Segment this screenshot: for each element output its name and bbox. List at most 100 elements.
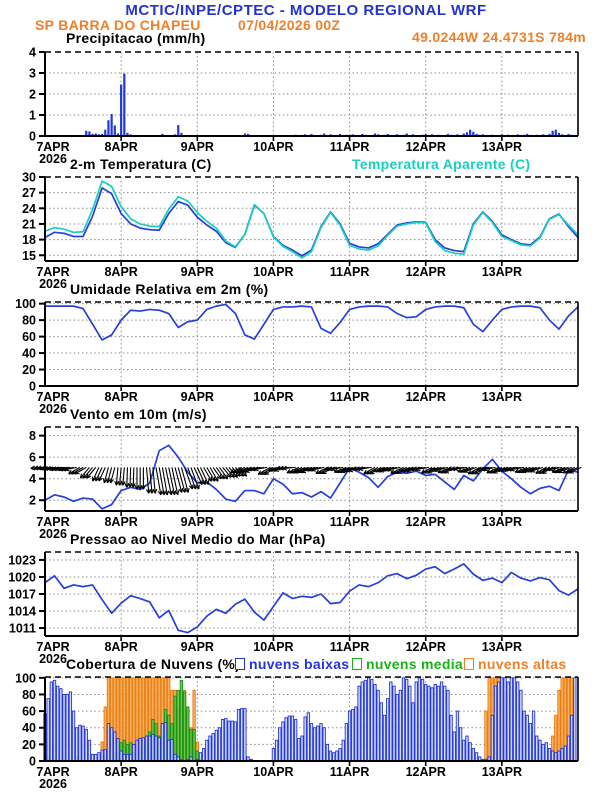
svg-text:11APR: 11APR [330, 265, 370, 279]
svg-text:80: 80 [22, 314, 36, 328]
svg-text:8APR: 8APR [104, 265, 137, 279]
svg-text:9APR: 9APR [181, 515, 214, 529]
svg-text:13APR: 13APR [482, 265, 522, 279]
svg-text:2026: 2026 [39, 277, 67, 291]
svg-text:12APR: 12APR [406, 515, 446, 529]
svg-text:8APR: 8APR [104, 515, 137, 529]
svg-text:9APR: 9APR [181, 640, 214, 654]
station-name: SP BARRA DO CHAPEU [35, 17, 201, 33]
svg-text:2026: 2026 [39, 527, 67, 541]
svg-text:1014: 1014 [8, 605, 36, 619]
legend-swatch-nuvens-medias-icon [352, 658, 362, 670]
legend-nuvens-baixas: nuvens baixas [235, 656, 349, 672]
svg-text:15: 15 [22, 249, 36, 263]
svg-text:12APR: 12APR [406, 765, 446, 779]
svg-text:8: 8 [29, 429, 36, 443]
svg-text:60: 60 [22, 705, 36, 719]
svg-text:9APR: 9APR [181, 265, 214, 279]
legend-swatch-nuvens-altas-icon [464, 658, 474, 670]
svg-text:1023: 1023 [8, 553, 36, 567]
legend-nuvens-altas: nuvens altas [464, 656, 566, 672]
legend-label-nuvens-altas: nuvens altas [478, 656, 567, 672]
panel-title-temperatura: 2-m Temperatura (C) [70, 156, 212, 172]
svg-text:10APR: 10APR [253, 140, 293, 154]
svg-text:0: 0 [29, 130, 36, 144]
svg-text:20: 20 [22, 738, 36, 752]
panel-title-nuvens: Cobertura de Nuvens (%) [66, 656, 241, 672]
svg-text:24: 24 [22, 202, 36, 216]
model-title: MCTIC/INPE/CPTEC - MODELO REGIONAL WRF [125, 2, 487, 19]
legend-label-nuvens-baixas: nuvens baixas [249, 656, 350, 672]
svg-text:11APR: 11APR [330, 765, 370, 779]
svg-text:13APR: 13APR [482, 640, 522, 654]
svg-text:10APR: 10APR [253, 640, 293, 654]
panel-title-umidade: Umidade Relativa em 2m (%) [70, 281, 269, 297]
svg-text:8APR: 8APR [104, 390, 137, 404]
svg-text:13APR: 13APR [482, 515, 522, 529]
svg-text:7APR: 7APR [36, 515, 69, 529]
svg-text:6: 6 [29, 451, 36, 465]
svg-text:1: 1 [29, 109, 36, 123]
svg-text:10APR: 10APR [253, 390, 293, 404]
svg-text:100: 100 [15, 297, 36, 311]
svg-text:2026: 2026 [39, 652, 67, 666]
run-datetime: 07/04/2026 00Z [238, 17, 341, 33]
svg-text:21: 21 [22, 217, 36, 231]
svg-text:0: 0 [29, 380, 36, 394]
svg-text:18: 18 [22, 233, 36, 247]
svg-text:7APR: 7APR [36, 140, 69, 154]
svg-text:7APR: 7APR [36, 765, 69, 779]
svg-text:27: 27 [22, 186, 36, 200]
svg-text:12APR: 12APR [406, 390, 446, 404]
svg-text:13APR: 13APR [482, 140, 522, 154]
svg-text:8APR: 8APR [104, 640, 137, 654]
location-label: 49.0244W 24.4731S 784m [412, 29, 586, 45]
svg-text:4: 4 [29, 472, 36, 486]
svg-text:60: 60 [22, 330, 36, 344]
svg-text:11APR: 11APR [330, 640, 370, 654]
svg-text:7APR: 7APR [36, 390, 69, 404]
svg-text:13APR: 13APR [482, 765, 522, 779]
svg-text:1017: 1017 [8, 588, 36, 602]
svg-text:40: 40 [22, 347, 36, 361]
svg-text:8APR: 8APR [104, 765, 137, 779]
svg-text:2026: 2026 [39, 402, 67, 416]
svg-text:10APR: 10APR [253, 265, 293, 279]
svg-text:40: 40 [22, 721, 36, 735]
legend-nuvens-medias: nuvens medias [352, 656, 471, 672]
svg-text:2026: 2026 [39, 777, 67, 791]
svg-text:9APR: 9APR [181, 765, 214, 779]
svg-text:100: 100 [15, 671, 36, 685]
svg-text:12APR: 12APR [406, 265, 446, 279]
svg-text:10APR: 10APR [253, 515, 293, 529]
svg-text:1020: 1020 [8, 570, 36, 584]
svg-text:3: 3 [29, 67, 36, 81]
svg-text:2: 2 [29, 88, 36, 102]
panel-title-vento: Vento em 10m (m/s) [70, 406, 207, 422]
svg-text:11APR: 11APR [330, 515, 370, 529]
legend-temperatura-aparente: Temperatura Aparente (C) [352, 156, 531, 172]
svg-text:12APR: 12APR [406, 640, 446, 654]
svg-text:8APR: 8APR [104, 140, 137, 154]
svg-text:2026: 2026 [39, 152, 67, 166]
svg-text:4: 4 [29, 46, 36, 60]
svg-text:80: 80 [22, 688, 36, 702]
legend-swatch-nuvens-baixas-icon [235, 658, 245, 670]
svg-text:30: 30 [22, 171, 36, 185]
svg-text:2: 2 [29, 494, 36, 508]
svg-text:12APR: 12APR [406, 140, 446, 154]
svg-text:11APR: 11APR [330, 390, 370, 404]
svg-text:7APR: 7APR [36, 265, 69, 279]
svg-text:13APR: 13APR [482, 390, 522, 404]
svg-text:1011: 1011 [9, 622, 36, 636]
svg-text:20: 20 [22, 363, 36, 377]
svg-text:10APR: 10APR [253, 765, 293, 779]
panel-title-pressao: Pressao ao Nivel Medio do Mar (hPa) [70, 531, 326, 547]
svg-text:9APR: 9APR [181, 140, 214, 154]
svg-text:11APR: 11APR [330, 140, 370, 154]
svg-text:7APR: 7APR [36, 640, 69, 654]
panel-title-precipitacao: Precipitacao (mm/h) [66, 30, 206, 46]
svg-text:0: 0 [29, 755, 36, 769]
